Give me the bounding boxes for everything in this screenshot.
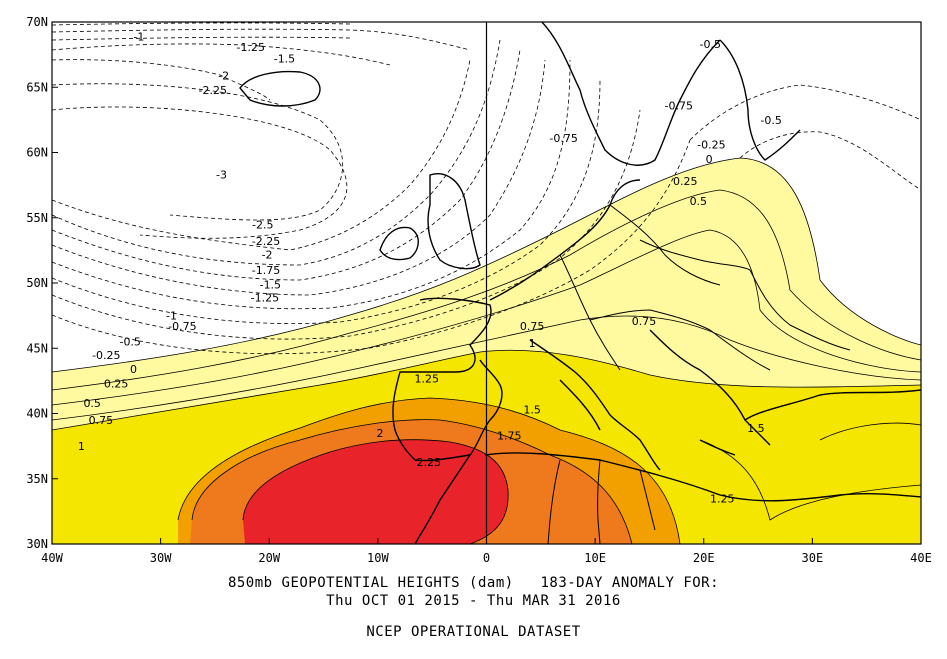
y-tick-label: 65N [26, 80, 48, 94]
contour-label: 1.25 [415, 372, 440, 385]
contour-label: 0.75 [520, 320, 545, 333]
positive-contours [52, 157, 921, 544]
x-tick-label: 40W [41, 551, 63, 565]
contour-label: -2 [218, 70, 229, 83]
contour-label: -1.25 [251, 291, 279, 304]
contour-label: -0.75 [665, 100, 693, 113]
contour-label: -2.5 [252, 218, 273, 231]
x-tick-label: 10E [584, 551, 606, 565]
contour-label: 0.5 [83, 397, 101, 410]
y-tick-label: 55N [26, 211, 48, 225]
contour-label: -0.5 [700, 38, 721, 51]
x-tick-label: 20W [258, 551, 280, 565]
contour-label: 0.5 [690, 195, 708, 208]
contour-label: 2 [377, 427, 384, 440]
contour-label: -1.75 [252, 264, 280, 277]
contour-label: -0.25 [92, 349, 120, 362]
caption-date-range: Thu OCT 01 2015 - Thu MAR 31 2016 [326, 593, 621, 609]
contour-label: -0.75 [549, 132, 577, 145]
contour-label: 0.25 [104, 377, 129, 390]
x-tick-label: 0 [483, 551, 490, 565]
contour-label: 2.25 [417, 456, 442, 469]
contour-label: -2 [262, 248, 273, 261]
contour-label: 1.5 [523, 404, 541, 417]
contour-label: 1.75 [497, 430, 522, 443]
contour-label: -0.5 [119, 336, 140, 349]
x-tick-label: 30W [150, 551, 172, 565]
land-borders [547, 204, 851, 544]
y-tick-label: 50N [26, 276, 48, 290]
contour-label: 1 [529, 337, 536, 350]
y-tick-label: 40N [26, 407, 48, 421]
contour-label: -2.25 [252, 235, 280, 248]
y-tick-label: 45N [26, 341, 48, 355]
contour-label: -2.25 [199, 84, 227, 97]
contour-label: 0 [706, 153, 713, 166]
contour-label: 0.75 [89, 414, 114, 427]
x-tick-label: 10W [367, 551, 389, 565]
contour-label: -0.75 [168, 320, 196, 333]
x-tick-label: 40E [910, 551, 932, 565]
y-tick-label: 70N [26, 15, 48, 29]
contour-label: 0 [130, 363, 137, 376]
negative-contours [52, 22, 921, 355]
y-tick-label: 35N [26, 472, 48, 486]
contour-label: -1.5 [274, 53, 295, 66]
contour-label: 1 [78, 440, 85, 453]
caption-title: 850mb GEOPOTENTIAL HEIGHTS (dam) 183-DAY… [227, 575, 720, 591]
fill-level-4 [243, 439, 509, 544]
contour-label: -1.5 [260, 278, 281, 291]
contour-label: -1 [133, 30, 144, 43]
contour-label: -0.5 [760, 114, 781, 127]
contour-label: 1.25 [710, 492, 735, 505]
x-tick-label: 20E [693, 551, 715, 565]
coastlines [239, 22, 921, 544]
axis-ticks: 40W 30W 20W 10W 0 10E 20E 30E 40E 70N 65N 60N 55N 50N… [26, 15, 932, 565]
contour-label: 0.25 [673, 175, 698, 188]
contour-label: -0.25 [697, 139, 725, 152]
x-tick-label: 30E [802, 551, 824, 565]
y-tick-label: 30N [26, 537, 48, 551]
caption-dataset: NCEP OPERATIONAL DATASET [366, 624, 581, 640]
contour-labels: -1-1.25-1.5-2-2.25-3-2.5-2.25-2-1.75-1.5… [78, 30, 782, 505]
contour-label: 0.75 [632, 315, 657, 328]
y-tick-label: 60N [26, 146, 48, 160]
contour-label: 1.5 [747, 422, 765, 435]
contour-label: -3 [216, 169, 227, 182]
contour-label: -1.25 [237, 41, 265, 54]
contour-label: -1 [166, 310, 177, 323]
